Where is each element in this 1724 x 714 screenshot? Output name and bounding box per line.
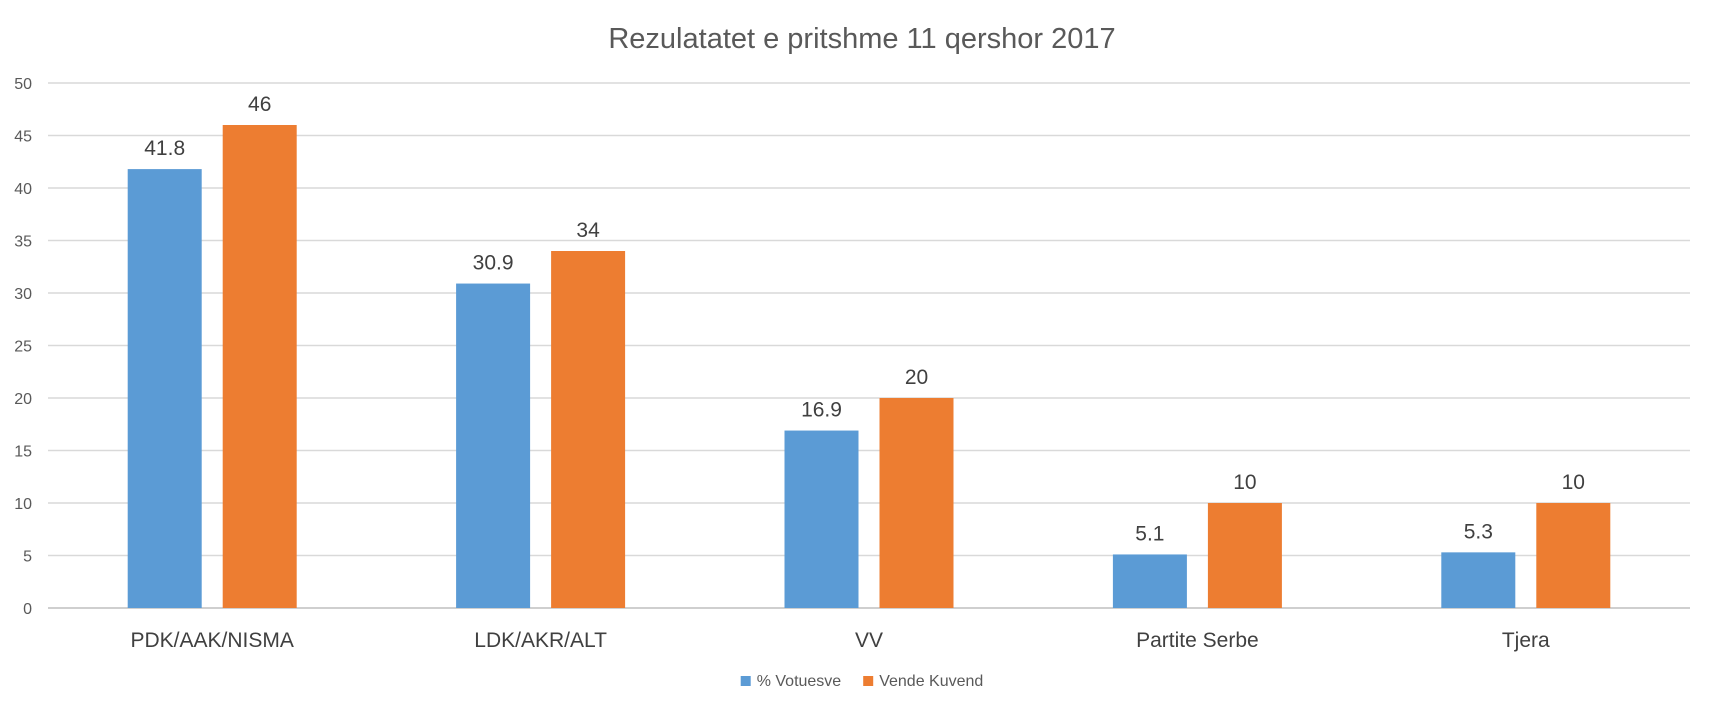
bar-vende-kuvend-4 bbox=[1536, 503, 1611, 608]
bar-votuesve-2 bbox=[784, 430, 859, 608]
data-label: 16.9 bbox=[801, 399, 842, 422]
data-label: 10 bbox=[1233, 471, 1256, 494]
data-label: 34 bbox=[576, 219, 600, 242]
y-tick-label: 35 bbox=[14, 234, 32, 251]
bars bbox=[127, 125, 1611, 608]
x-tick-label: PDK/AAK/NISMA bbox=[131, 629, 294, 652]
legend-swatch-0 bbox=[740, 676, 751, 686]
chart-title: Rezulatatet e pritshme 11 qershor 2017 bbox=[608, 23, 1115, 55]
bar-votuesve-0 bbox=[127, 169, 202, 608]
bar-vende-kuvend-3 bbox=[1207, 503, 1282, 608]
data-label: 41.8 bbox=[144, 137, 185, 160]
x-tick-label: Tjera bbox=[1502, 629, 1550, 652]
legend-label-0: % Votuesve bbox=[757, 673, 842, 690]
x-tick-label: Partite Serbe bbox=[1136, 629, 1259, 652]
legend-label-1: Vende Kuvend bbox=[879, 673, 983, 690]
y-tick-label: 30 bbox=[14, 286, 32, 303]
y-tick-label: 20 bbox=[14, 391, 32, 408]
y-axis-ticks: 0 5 10 15 20 25 30 35 40 45 50 bbox=[14, 76, 32, 618]
bar-vende-kuvend-1 bbox=[551, 251, 626, 608]
gridlines bbox=[48, 82, 1690, 609]
y-tick-label: 50 bbox=[14, 76, 32, 93]
data-label: 20 bbox=[905, 366, 928, 389]
y-tick-label: 5 bbox=[23, 549, 32, 566]
data-label: 30.9 bbox=[473, 252, 514, 275]
data-label: 10 bbox=[1562, 471, 1585, 494]
y-tick-label: 10 bbox=[14, 496, 32, 513]
y-tick-label: 45 bbox=[14, 129, 32, 146]
x-tick-label: LDK/AKR/ALT bbox=[474, 629, 607, 652]
data-label: 5.1 bbox=[1135, 522, 1164, 545]
x-axis-ticks: PDK/AAK/NISMA LDK/AKR/ALT VV Partite Serbe T… bbox=[131, 629, 1551, 652]
bar-votuesve-3 bbox=[1112, 554, 1187, 608]
legend-swatch-1 bbox=[863, 676, 874, 686]
data-labels: 41.8 46 30.9 34 16.9 20 5.1 10 5.3 10 bbox=[144, 93, 1585, 545]
data-label: 46 bbox=[248, 93, 271, 116]
bar-votuesve-4 bbox=[1441, 552, 1516, 608]
y-tick-label: 25 bbox=[14, 339, 32, 356]
bar-votuesve-1 bbox=[456, 283, 531, 608]
bar-vende-kuvend-0 bbox=[222, 125, 297, 608]
y-tick-label: 15 bbox=[14, 444, 32, 461]
data-label: 5.3 bbox=[1464, 520, 1493, 543]
x-tick-label: VV bbox=[855, 629, 883, 652]
y-tick-label: 40 bbox=[14, 181, 32, 198]
legend: % Votuesve Vende Kuvend bbox=[740, 673, 983, 690]
bar-vende-kuvend-2 bbox=[879, 398, 954, 608]
y-tick-label: 0 bbox=[23, 601, 32, 618]
